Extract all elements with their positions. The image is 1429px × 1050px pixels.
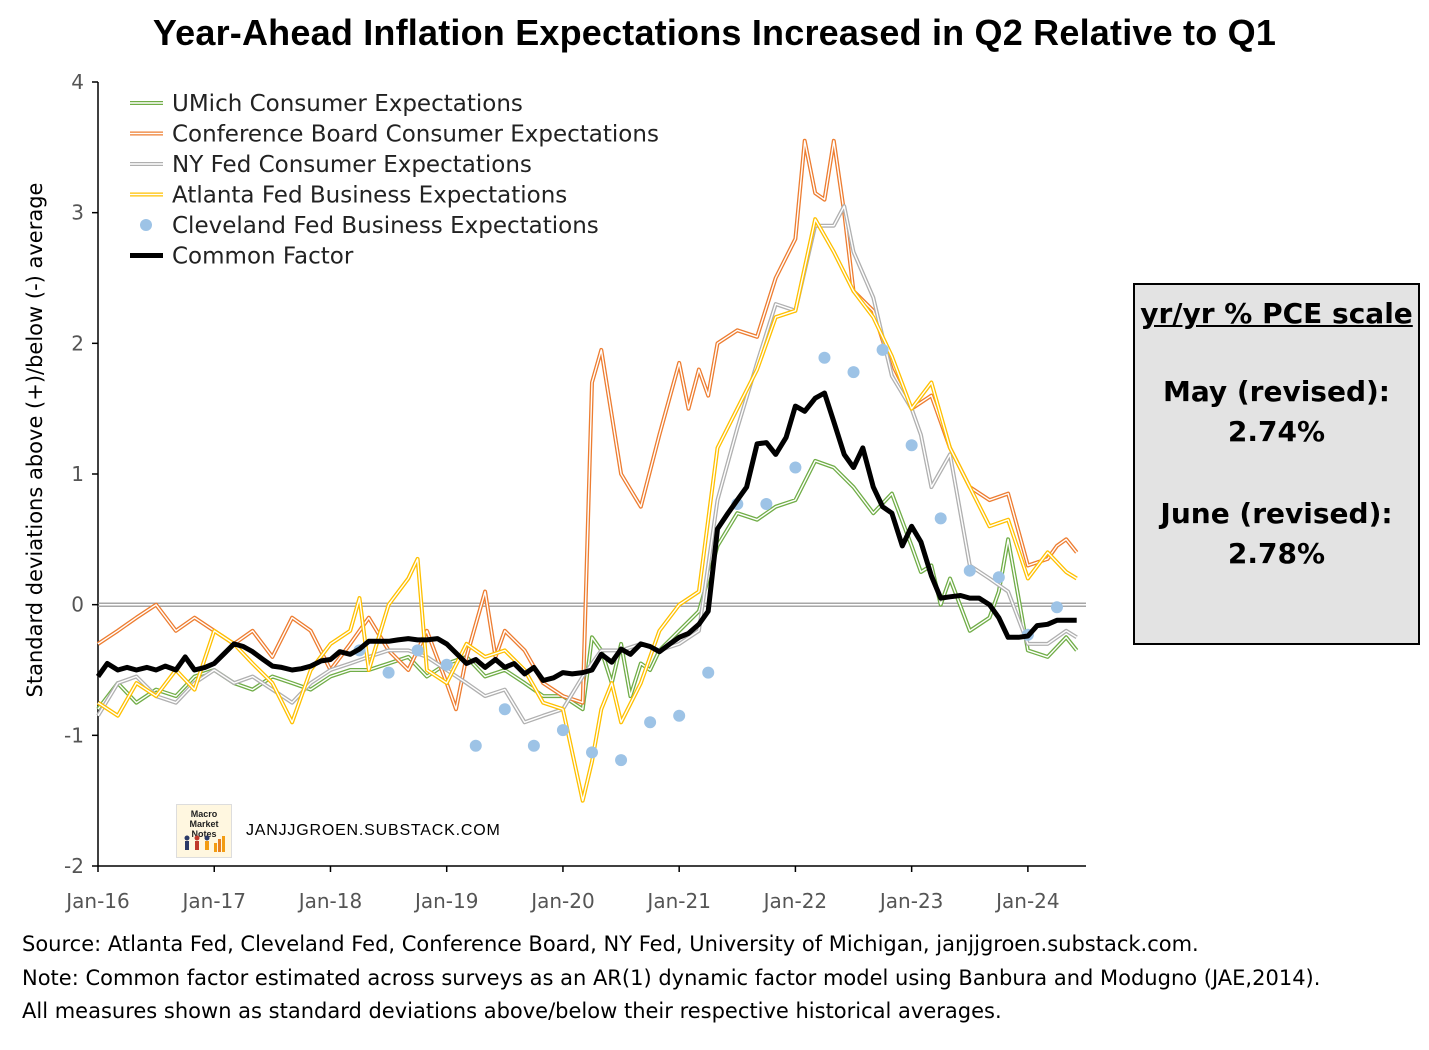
data-point-cleveland-fed-business-expectations bbox=[556, 724, 569, 737]
legend-label: NY Fed Consumer Expectations bbox=[172, 152, 532, 178]
chart-plot: 4 3 2 1 0 -1 -2 Jan-16 Jan-17 Jan-18 Jan-19 Jan-20 J… bbox=[23, 70, 1086, 913]
source-line: Source: Atlanta Fed, Cleveland Fed, Conf… bbox=[22, 932, 1199, 956]
x-tick-label: Jan-17 bbox=[180, 889, 246, 913]
y-tick-label: 4 bbox=[71, 70, 84, 94]
data-point-cleveland-fed-business-expectations bbox=[702, 666, 715, 679]
data-point-cleveland-fed-business-expectations bbox=[411, 644, 424, 657]
watermark-site: JANJJGROEN.SUBSTACK.COM bbox=[246, 822, 501, 839]
people-icon bbox=[184, 835, 225, 852]
x-tick-label: Jan-19 bbox=[413, 889, 479, 913]
y-tick-label: -2 bbox=[64, 854, 84, 878]
data-point-cleveland-fed-business-expectations bbox=[760, 498, 773, 511]
data-point-cleveland-fed-business-expectations bbox=[992, 571, 1005, 584]
data-point-cleveland-fed-business-expectations bbox=[382, 666, 395, 679]
data-point-cleveland-fed-business-expectations bbox=[469, 739, 482, 752]
may-label: May (revised): bbox=[1162, 375, 1391, 408]
june-label: June (revised): bbox=[1160, 497, 1393, 530]
series-layer bbox=[95, 138, 1079, 803]
series-line-inner-atlanta-fed-business-expectations bbox=[97, 218, 1078, 802]
note-line: Note: Common factor estimated across sur… bbox=[22, 965, 1321, 990]
y-tick-label: 1 bbox=[71, 462, 84, 486]
x-tick-label: Jan-20 bbox=[529, 889, 595, 913]
series-line-common-factor bbox=[95, 390, 1077, 683]
legend-swatch bbox=[140, 219, 152, 231]
pce-box-title: yr/yr % PCE scale bbox=[1140, 297, 1413, 330]
data-point-cleveland-fed-business-expectations bbox=[847, 366, 860, 379]
data-point-cleveland-fed-business-expectations bbox=[498, 703, 511, 716]
data-point-cleveland-fed-business-expectations bbox=[673, 709, 686, 722]
axes: 4 3 2 1 0 -1 -2 Jan-16 Jan-17 Jan-18 Jan-19 Jan-20 J… bbox=[64, 70, 1086, 913]
data-point-cleveland-fed-business-expectations bbox=[586, 746, 598, 759]
data-point-cleveland-fed-business-expectations bbox=[905, 439, 918, 452]
data-point-cleveland-fed-business-expectations bbox=[1050, 601, 1063, 614]
x-tick-label: Jan-24 bbox=[994, 889, 1060, 913]
legend-label: Common Factor bbox=[172, 244, 354, 270]
x-tick-label: Jan-18 bbox=[297, 889, 363, 913]
data-point-cleveland-fed-business-expectations bbox=[876, 343, 889, 356]
june-value: 2.78% bbox=[1227, 537, 1326, 570]
x-tick-label: Jan-23 bbox=[878, 889, 944, 913]
series-line-inner-ny-fed-consumer-expectations bbox=[97, 205, 1078, 723]
data-point-cleveland-fed-business-expectations bbox=[440, 658, 453, 671]
measures-line: All measures shown as standard deviation… bbox=[22, 999, 1002, 1023]
macro-market-notes-logo: Macro Market Notes bbox=[176, 804, 232, 858]
data-point-cleveland-fed-business-expectations bbox=[527, 739, 540, 752]
x-tick-label: Jan-16 bbox=[64, 889, 130, 913]
data-point-cleveland-fed-business-expectations bbox=[644, 716, 657, 729]
data-point-cleveland-fed-business-expectations bbox=[615, 754, 628, 767]
data-point-cleveland-fed-business-expectations bbox=[963, 564, 976, 577]
y-tick-label: -1 bbox=[64, 723, 84, 747]
chart-title: Year-Ahead Inflation Expectations Increa… bbox=[152, 12, 1277, 53]
data-point-cleveland-fed-business-expectations bbox=[789, 461, 802, 474]
y-tick-label: 0 bbox=[71, 593, 84, 617]
logo-text: Macro Market Notes bbox=[189, 809, 219, 839]
footer-notes: Source: Atlanta Fed, Cleveland Fed, Conf… bbox=[22, 928, 1422, 1029]
y-tick-label: 2 bbox=[71, 331, 84, 355]
data-point-cleveland-fed-business-expectations bbox=[818, 351, 831, 364]
y-tick-label: 3 bbox=[71, 201, 84, 225]
x-tick-label: Jan-21 bbox=[645, 889, 711, 913]
x-tick-label: Jan-22 bbox=[762, 889, 828, 913]
data-point-cleveland-fed-business-expectations bbox=[934, 512, 947, 525]
pce-scale-box: yr/yr % PCE scale May (revised): 2.74% J… bbox=[1133, 283, 1420, 645]
y-axis-label: Standard deviations above (+)/below (-) … bbox=[23, 183, 47, 698]
legend-label: UMich Consumer Expectations bbox=[172, 91, 523, 117]
legend-label: Atlanta Fed Business Expectations bbox=[172, 183, 567, 209]
legend-label: Cleveland Fed Business Expectations bbox=[172, 213, 599, 239]
legend-label: Conference Board Consumer Expectations bbox=[172, 122, 659, 148]
may-value: 2.74% bbox=[1227, 415, 1326, 448]
legend: UMich Consumer Expectations Conference Bo… bbox=[130, 91, 659, 270]
